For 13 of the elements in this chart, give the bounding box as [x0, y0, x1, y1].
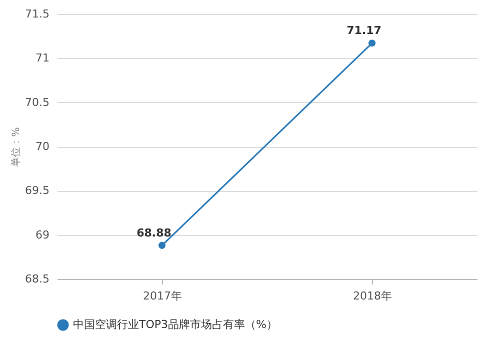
y-tick-label: 71 [36, 52, 50, 65]
y-tick-label: 69 [36, 228, 50, 242]
y-tick-label: 70 [36, 140, 50, 153]
x-tick-label: 2018年 [353, 290, 392, 302]
x-tick-label: 2017年 [143, 290, 182, 302]
data-label: 68.88 [136, 226, 172, 240]
y-tick-label: 71.5 [25, 8, 50, 20]
y-axis-title: 单位：% [10, 127, 22, 167]
y-tick-label: 70.5 [25, 96, 50, 109]
y-tick-label: 68.5 [25, 272, 50, 286]
data-label: 71.17 [346, 24, 382, 38]
legend-label: 中国空调行业TOP3品牌市场占有率（%） [73, 318, 278, 331]
y-tick-label: 69.5 [25, 184, 50, 198]
